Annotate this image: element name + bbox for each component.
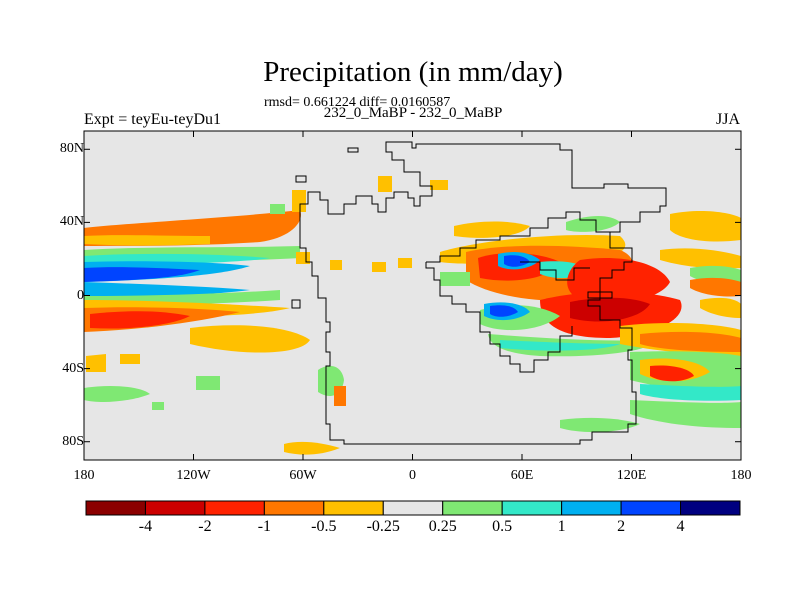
anomaly-region xyxy=(378,176,392,192)
anomaly-region xyxy=(292,190,306,212)
colorbar-level-label: 0.25 xyxy=(428,518,457,535)
map-field xyxy=(84,131,741,460)
x-tick-label: 120W xyxy=(176,468,211,483)
colorbar-level-label: -2 xyxy=(198,518,212,535)
anomaly-region xyxy=(440,272,470,286)
x-tick-label: 180 xyxy=(73,468,95,483)
anomaly-region xyxy=(670,211,741,242)
continent-outline xyxy=(291,147,613,309)
anomaly-region xyxy=(504,255,530,267)
colorbar-level-label: -4 xyxy=(138,518,153,535)
anomaly-region xyxy=(430,180,448,190)
anomaly-region xyxy=(606,260,656,283)
y-tick-label: 40N xyxy=(59,214,84,230)
anomaly-region xyxy=(190,325,310,353)
anomaly-region xyxy=(84,267,200,282)
colorbar-level-label: 2 xyxy=(617,518,626,535)
stats-line: rmsd= 0.661224 diff= 0.0160587 xyxy=(264,95,451,110)
y-tick-label: 80S xyxy=(62,433,84,449)
colorbar-swatch xyxy=(501,500,563,516)
x-tick-label: 180 xyxy=(730,468,752,483)
anomaly-region xyxy=(570,297,650,322)
anomaly-region xyxy=(270,204,285,214)
continent-outline xyxy=(520,261,590,281)
season-label: JJA xyxy=(715,111,740,128)
continent-outline xyxy=(426,211,610,263)
continent-outline xyxy=(299,141,667,445)
anomaly-region xyxy=(490,305,518,317)
colorbar xyxy=(85,500,741,516)
colorbar-swatch xyxy=(442,500,503,516)
anomaly-region xyxy=(372,262,386,272)
continent-outline xyxy=(425,262,573,373)
anomaly-region xyxy=(630,400,741,428)
anomaly-region xyxy=(398,258,412,268)
anomaly-region xyxy=(120,354,140,364)
chart-subtitle: 232_0_MaBP - 232_0_MaBP xyxy=(323,105,503,121)
colorbar-level-label: 4 xyxy=(676,518,685,535)
anomaly-region xyxy=(284,441,340,455)
anomaly-region xyxy=(690,277,741,297)
colorbar-level-label: -0.25 xyxy=(366,518,400,535)
anomaly-region xyxy=(84,282,250,297)
anomaly-region xyxy=(330,260,342,270)
x-tick-label: 120E xyxy=(616,468,647,483)
experiment-label: Expt = teyEu-teyDu1 xyxy=(84,111,221,128)
anomaly-region xyxy=(640,384,741,401)
colorbar-swatch xyxy=(323,500,384,516)
colorbar-swatch xyxy=(144,500,206,516)
colorbar-level-label: 0.5 xyxy=(492,518,513,535)
colorbar-swatch xyxy=(561,500,622,516)
x-tick-label: 0 xyxy=(409,468,416,483)
colorbar-swatch xyxy=(680,500,741,516)
x-tick-label: 60E xyxy=(510,468,534,483)
y-tick-label: 80N xyxy=(59,141,84,157)
y-tick-label: 0 xyxy=(77,287,84,303)
colorbar-level-label: -0.5 xyxy=(311,518,337,535)
anomaly-region xyxy=(84,235,210,246)
anomaly-region xyxy=(196,376,220,390)
anomaly-region xyxy=(454,221,530,238)
colorbar-swatch xyxy=(382,500,444,516)
anomaly-region xyxy=(700,297,741,318)
anomaly-region xyxy=(650,365,694,382)
colorbar-swatch xyxy=(263,500,325,516)
anomaly-region xyxy=(90,311,190,329)
anomaly-region xyxy=(86,354,106,372)
anomaly-region xyxy=(84,386,150,402)
anomaly-region xyxy=(660,248,741,269)
x-tick-label: 60W xyxy=(289,468,317,483)
anomaly-region xyxy=(560,417,640,433)
anomaly-region xyxy=(640,331,741,352)
anomaly-region xyxy=(152,402,164,410)
colorbar-swatch xyxy=(85,500,146,516)
chart-title: Precipitation (in mm/day) xyxy=(263,56,563,88)
colorbar-swatch xyxy=(620,500,682,516)
y-tick-label: 40S xyxy=(62,360,84,376)
axis-ticks xyxy=(83,131,742,460)
colorbar-level-label: 1 xyxy=(557,518,566,535)
colorbar-swatch xyxy=(204,500,265,516)
colorbar-level-label: -1 xyxy=(257,518,272,535)
anomaly-region xyxy=(334,386,346,406)
